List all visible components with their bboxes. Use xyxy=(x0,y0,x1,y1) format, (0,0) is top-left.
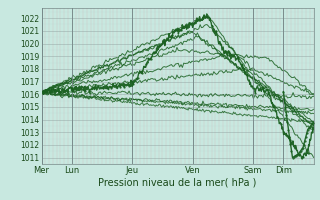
X-axis label: Pression niveau de la mer( hPa ): Pression niveau de la mer( hPa ) xyxy=(99,178,257,188)
